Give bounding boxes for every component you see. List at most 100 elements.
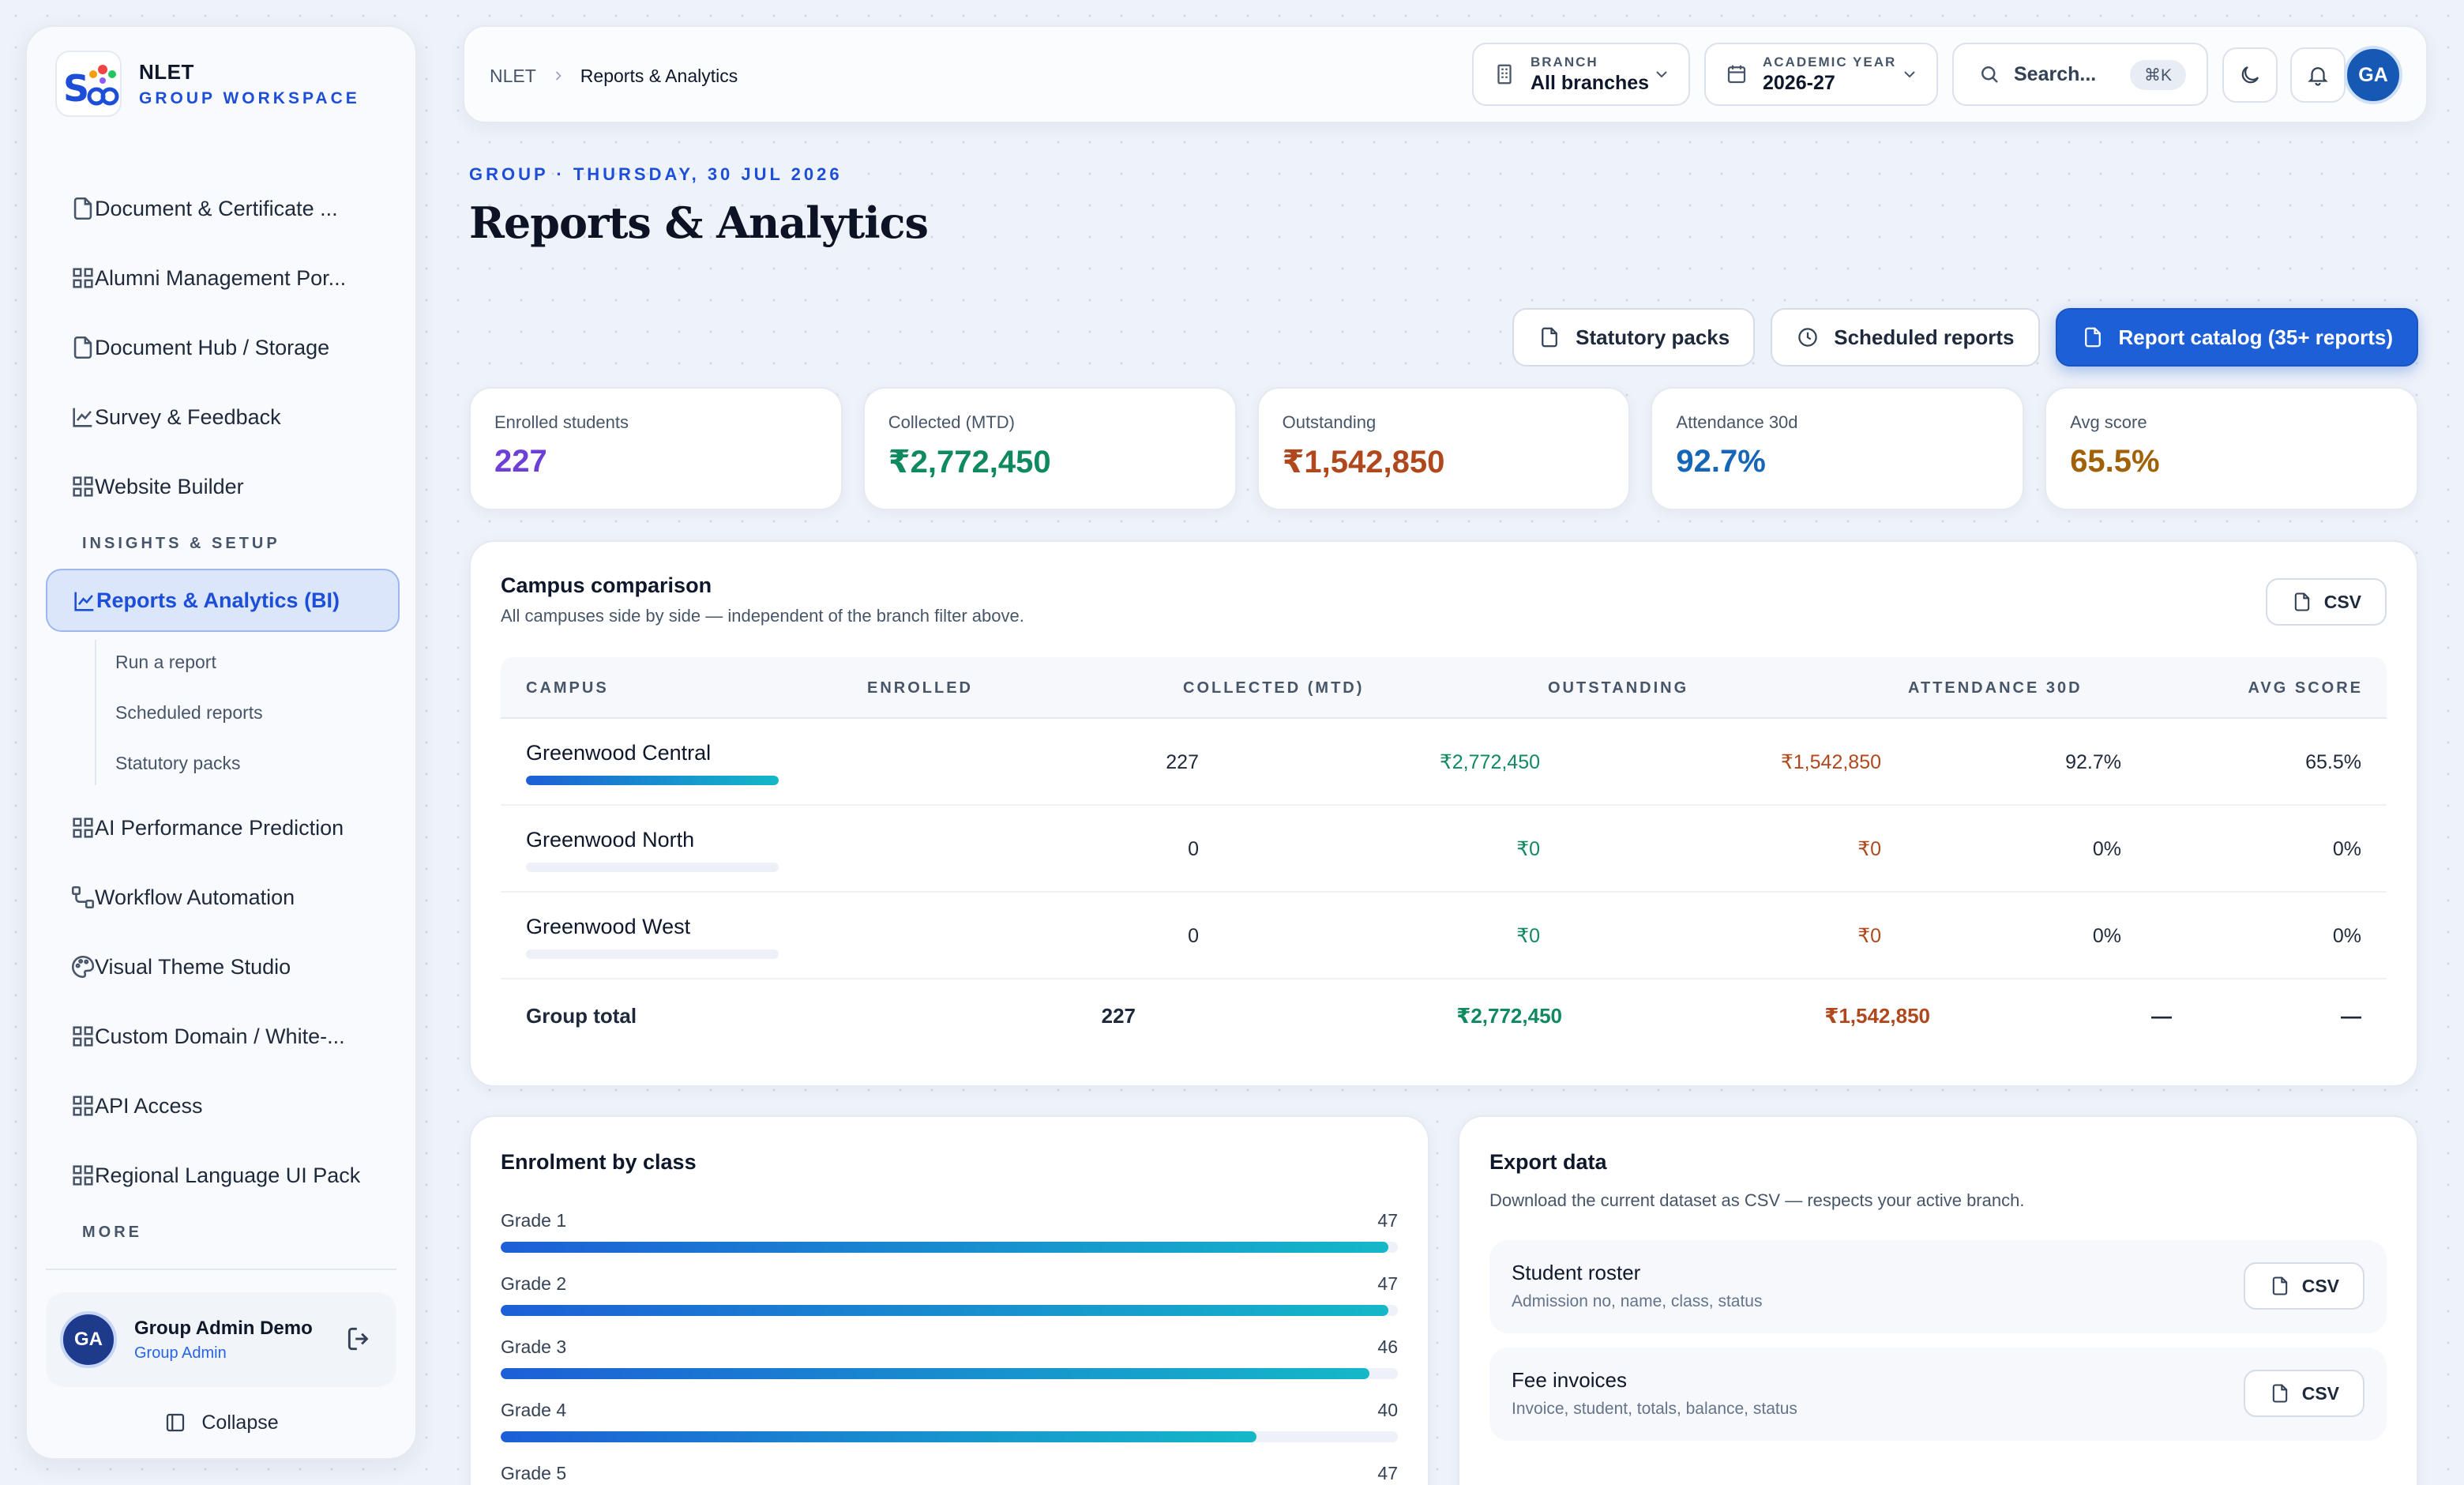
- bell-icon: [2308, 67, 2328, 86]
- fee-invoices-csv-button[interactable]: CSV: [2243, 1370, 2364, 1417]
- class-bar-fill: [501, 1242, 1389, 1253]
- class-bar-row: Grade 5 47: [501, 1463, 1398, 1485]
- statutory-packs-label: Statutory packs: [1576, 325, 1730, 349]
- sidebar-item-ai-performance[interactable]: AI Performance Prediction: [46, 793, 400, 863]
- collapse-button[interactable]: Collapse: [27, 1411, 415, 1434]
- sidebar-item-reports-analytics[interactable]: Reports & Analytics (BI): [46, 569, 400, 632]
- statutory-packs-button[interactable]: Statutory packs: [1512, 308, 1756, 367]
- grid-icon: [73, 1096, 93, 1116]
- column-header[interactable]: CAMPUS: [526, 679, 609, 697]
- sidebar-subitem-scheduled-reports[interactable]: Scheduled reports: [115, 701, 263, 723]
- kpi-card-attendance: Attendance 30d 92.7%: [1651, 387, 2025, 510]
- sidebar-item-label: Survey & Feedback: [95, 404, 281, 429]
- class-label: Grade 4: [501, 1400, 567, 1420]
- column-header[interactable]: ATTENDANCE 30D: [1908, 679, 2083, 697]
- sidebar-subitem-run-report[interactable]: Run a report: [115, 651, 216, 672]
- search-input[interactable]: Search... ⌘K: [1952, 43, 2208, 106]
- sidebar-item-api-access[interactable]: API Access: [46, 1071, 400, 1141]
- breadcrumb-root[interactable]: NLET: [490, 65, 536, 86]
- kpi-value: 65.5%: [2070, 444, 2160, 479]
- total-score: —: [2341, 1003, 2361, 1028]
- user-card[interactable]: GA Group Admin Demo Group Admin: [46, 1292, 396, 1387]
- column-header[interactable]: COLLECTED (MTD): [1183, 679, 1365, 697]
- sidebar-toggle-icon: [167, 1413, 185, 1432]
- sidebar-item-label: Reports & Analytics (BI): [96, 588, 340, 612]
- brand[interactable]: S NLET GROUP WORKSPACE: [55, 51, 360, 117]
- branch-label: BRANCH: [1531, 54, 1598, 70]
- total-enrolled: 227: [1101, 1003, 1136, 1028]
- avatar: GA: [60, 1311, 117, 1368]
- chevron-down-icon: [1904, 71, 1915, 78]
- table-total-row: Group total 227 ₹2,772,450 ₹1,542,850 — …: [501, 979, 2387, 1052]
- chart-line-icon: [73, 408, 92, 427]
- score-cell: 0%: [2332, 924, 2361, 947]
- collected-cell: ₹2,772,450: [1439, 751, 1540, 773]
- sidebar-item-label: Website Builder: [95, 474, 244, 498]
- table-row[interactable]: Greenwood Central 227 ₹2,772,450 ₹1,542,…: [501, 719, 2387, 806]
- document-icon: [73, 197, 92, 220]
- sidebar-item-theme-studio[interactable]: Visual Theme Studio: [46, 932, 400, 1002]
- sidebar-subitem-statutory-packs[interactable]: Statutory packs: [115, 752, 241, 773]
- branch-value: All branches: [1531, 71, 1650, 94]
- moon-icon: [2241, 66, 2259, 84]
- theme-toggle-button[interactable]: [2222, 47, 2278, 103]
- user-avatar[interactable]: GA: [2344, 46, 2402, 104]
- report-catalog-button[interactable]: Report catalog (35+ reports): [2055, 308, 2418, 367]
- total-label: Group total: [526, 1003, 637, 1028]
- document-icon: [73, 336, 92, 359]
- campus-name: Greenwood Central: [526, 740, 712, 765]
- attendance-cell: 0%: [2092, 837, 2121, 860]
- export-panel: Export data Download the current dataset…: [1458, 1115, 2418, 1485]
- logout-icon[interactable]: [344, 1324, 374, 1354]
- topbar: NLET Reports & Analytics BRANCH All bran…: [463, 25, 2428, 123]
- outstanding-cell: ₹0: [1857, 838, 1881, 860]
- student-roster-csv-button[interactable]: CSV: [2243, 1262, 2364, 1310]
- class-label: Grade 2: [501, 1273, 567, 1294]
- notifications-button[interactable]: [2290, 47, 2346, 103]
- panel-subtitle: Download the current dataset as CSV — re…: [1489, 1190, 2025, 1210]
- enrolled-cell: 227: [1166, 750, 1199, 773]
- brand-logo-icon: S: [55, 51, 122, 117]
- workflow-icon: [71, 885, 95, 909]
- sidebar-item-workflow[interactable]: Workflow Automation: [46, 863, 400, 932]
- sidebar-item-alumni[interactable]: Alumni Management Por...: [46, 243, 400, 313]
- column-header[interactable]: ENROLLED: [867, 679, 973, 697]
- column-header[interactable]: OUTSTANDING: [1548, 679, 1689, 697]
- campus-csv-button[interactable]: CSV: [2265, 578, 2387, 626]
- sidebar-item-label: Workflow Automation: [95, 885, 295, 909]
- column-header[interactable]: AVG SCORE: [2248, 679, 2363, 697]
- table-row[interactable]: Greenwood West 0 ₹0 ₹0 0% 0%: [501, 893, 2387, 979]
- sidebar-item-document-certificate[interactable]: Document & Certificate ...: [46, 174, 400, 243]
- class-value: 47: [1377, 1273, 1398, 1294]
- sidebar-item-language-pack[interactable]: Regional Language UI Pack: [46, 1141, 400, 1210]
- grid-icon: [73, 476, 93, 497]
- sidebar-item-survey[interactable]: Survey & Feedback: [46, 382, 400, 452]
- search-icon: [1981, 66, 1998, 83]
- sidebar-item-website-builder[interactable]: Website Builder: [46, 452, 400, 521]
- palette-icon: [71, 955, 95, 979]
- page-actions: Statutory packs Scheduled reports Report…: [1512, 308, 2418, 367]
- class-bar-row: Grade 4 40: [501, 1400, 1398, 1463]
- sidebar-item-document-hub[interactable]: Document Hub / Storage: [46, 313, 400, 382]
- table-header: CAMPUS ENROLLED COLLECTED (MTD) OUTSTAND…: [501, 657, 2387, 719]
- class-bar-fill: [501, 1368, 1370, 1379]
- class-bar-track: [501, 1368, 1398, 1379]
- class-bar-track: [501, 1305, 1398, 1316]
- kpi-row: Enrolled students 227 Collected (MTD) ₹2…: [469, 387, 2418, 510]
- breadcrumb-current: Reports & Analytics: [580, 65, 738, 86]
- grid-icon: [73, 1165, 93, 1186]
- export-item-name: Fee invoices: [1512, 1368, 1627, 1392]
- chart-line-icon: [74, 592, 94, 611]
- kpi-value: ₹2,772,450: [888, 445, 1051, 479]
- attendance-cell: 0%: [2092, 924, 2121, 947]
- document-icon: [2272, 1276, 2287, 1295]
- section-label-more[interactable]: MORE: [82, 1223, 142, 1241]
- sidebar-item-label: Visual Theme Studio: [95, 954, 291, 979]
- scheduled-reports-button[interactable]: Scheduled reports: [1771, 308, 2040, 367]
- sidebar-item-custom-domain[interactable]: Custom Domain / White-...: [46, 1002, 400, 1071]
- table-row[interactable]: Greenwood North 0 ₹0 ₹0 0% 0%: [501, 806, 2387, 893]
- class-label: Grade 5: [501, 1463, 567, 1483]
- branch-select[interactable]: BRANCH All branches: [1472, 43, 1690, 106]
- academic-year-select[interactable]: ACADEMIC YEAR 2026-27: [1704, 43, 1938, 106]
- class-value: 46: [1377, 1336, 1398, 1357]
